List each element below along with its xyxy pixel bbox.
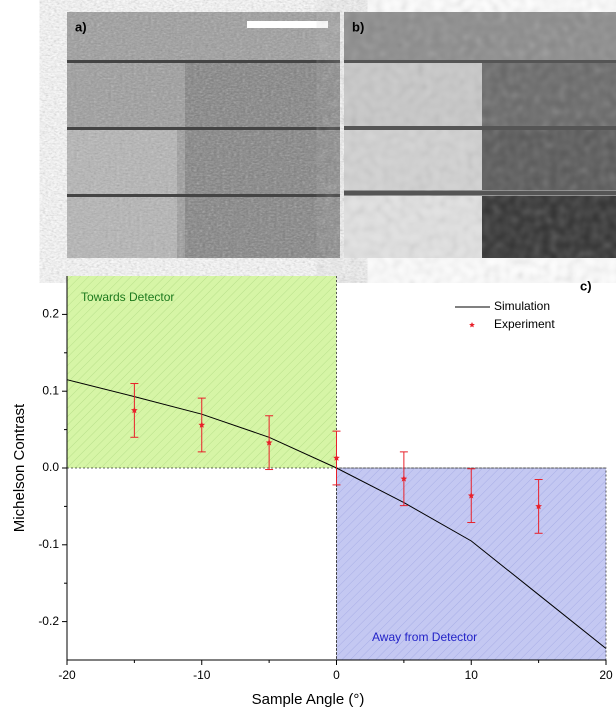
- data-point: [265, 439, 273, 446]
- legend-label: Experiment: [494, 317, 555, 331]
- x-axis-title: Sample Angle (°): [252, 691, 365, 708]
- data-point: [467, 492, 475, 499]
- data-point: [400, 475, 408, 482]
- y-axis-title: Michelson Contrast: [11, 403, 28, 532]
- y-tick-label: 0.1: [42, 383, 59, 397]
- x-tick-label: -20: [58, 668, 76, 682]
- y-tick-label: -0.2: [38, 614, 59, 628]
- panel-b-image: [344, 12, 616, 258]
- y-tick-label: 0.2: [42, 307, 59, 321]
- x-tick-label: 10: [465, 668, 479, 682]
- data-point: [333, 454, 340, 461]
- panel-a-image: [67, 12, 340, 258]
- data-point: [198, 421, 206, 428]
- data-point: [535, 502, 542, 510]
- data-point: [131, 406, 138, 414]
- y-tick-label: 0.0: [42, 460, 59, 474]
- annotation: Towards Detector: [81, 290, 174, 304]
- x-tick-label: 0: [333, 668, 340, 682]
- x-tick-label: -10: [193, 668, 211, 682]
- annotation: Away from Detector: [372, 630, 477, 644]
- legend-label: Simulation: [494, 299, 550, 313]
- x-tick-label: 20: [599, 668, 613, 682]
- legend-marker: [469, 322, 475, 328]
- y-tick-label: -0.1: [38, 537, 59, 551]
- panel-label: a): [75, 19, 87, 34]
- panel-label: b): [352, 19, 364, 34]
- panel-label: c): [580, 278, 592, 293]
